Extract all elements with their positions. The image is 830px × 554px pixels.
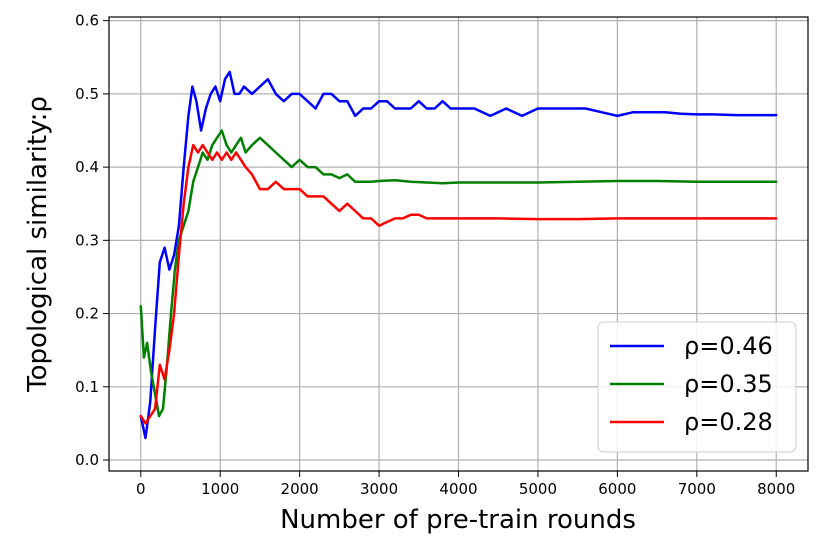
x-tick-label: 2000 [281, 480, 319, 498]
x-tick-label: 5000 [519, 480, 557, 498]
grid [109, 17, 808, 471]
x-ticks: 0 1000 2000 3000 4000 5000 6000 7000 8000 [136, 471, 795, 498]
x-tick-label: 8000 [757, 480, 795, 498]
y-tick-label: 0.3 [75, 231, 99, 249]
x-tick-label: 1000 [201, 480, 239, 498]
legend-box [597, 321, 797, 453]
x-tick-label: 6000 [598, 480, 636, 498]
x-tick-label: 7000 [678, 480, 716, 498]
series-line-1 [139, 70, 778, 440]
legend-label-3: ρ=0.28 [684, 408, 773, 436]
legend-items: ρ=0.46 ρ=0.35 ρ=0.28 [610, 332, 773, 436]
y-tick-label: 0.5 [75, 85, 99, 103]
series-lines [139, 70, 778, 440]
x-tick-label: 3000 [360, 480, 398, 498]
series-line-2 [139, 129, 778, 418]
y-tick-label: 0.4 [75, 158, 99, 176]
x-tick-label: 0 [136, 480, 146, 498]
x-axis-title: Number of pre-train rounds [280, 505, 636, 535]
legend-label-1: ρ=0.46 [684, 332, 773, 360]
y-tick-label: 0.2 [75, 305, 99, 323]
y-tick-label: 0.0 [75, 451, 99, 469]
x-tick-label: 4000 [439, 480, 477, 498]
legend: ρ=0.46 ρ=0.35 ρ=0.28 [597, 321, 797, 453]
y-tick-label: 0.6 [75, 12, 99, 30]
legend-label-2: ρ=0.35 [684, 370, 773, 398]
series-line-3 [139, 143, 778, 425]
y-tick-label: 0.1 [75, 378, 99, 396]
y-ticks: 0.0 0.1 0.2 0.3 0.4 0.5 0.6 [75, 12, 109, 469]
y-axis-title: Topological similarity:ρ [23, 96, 53, 393]
